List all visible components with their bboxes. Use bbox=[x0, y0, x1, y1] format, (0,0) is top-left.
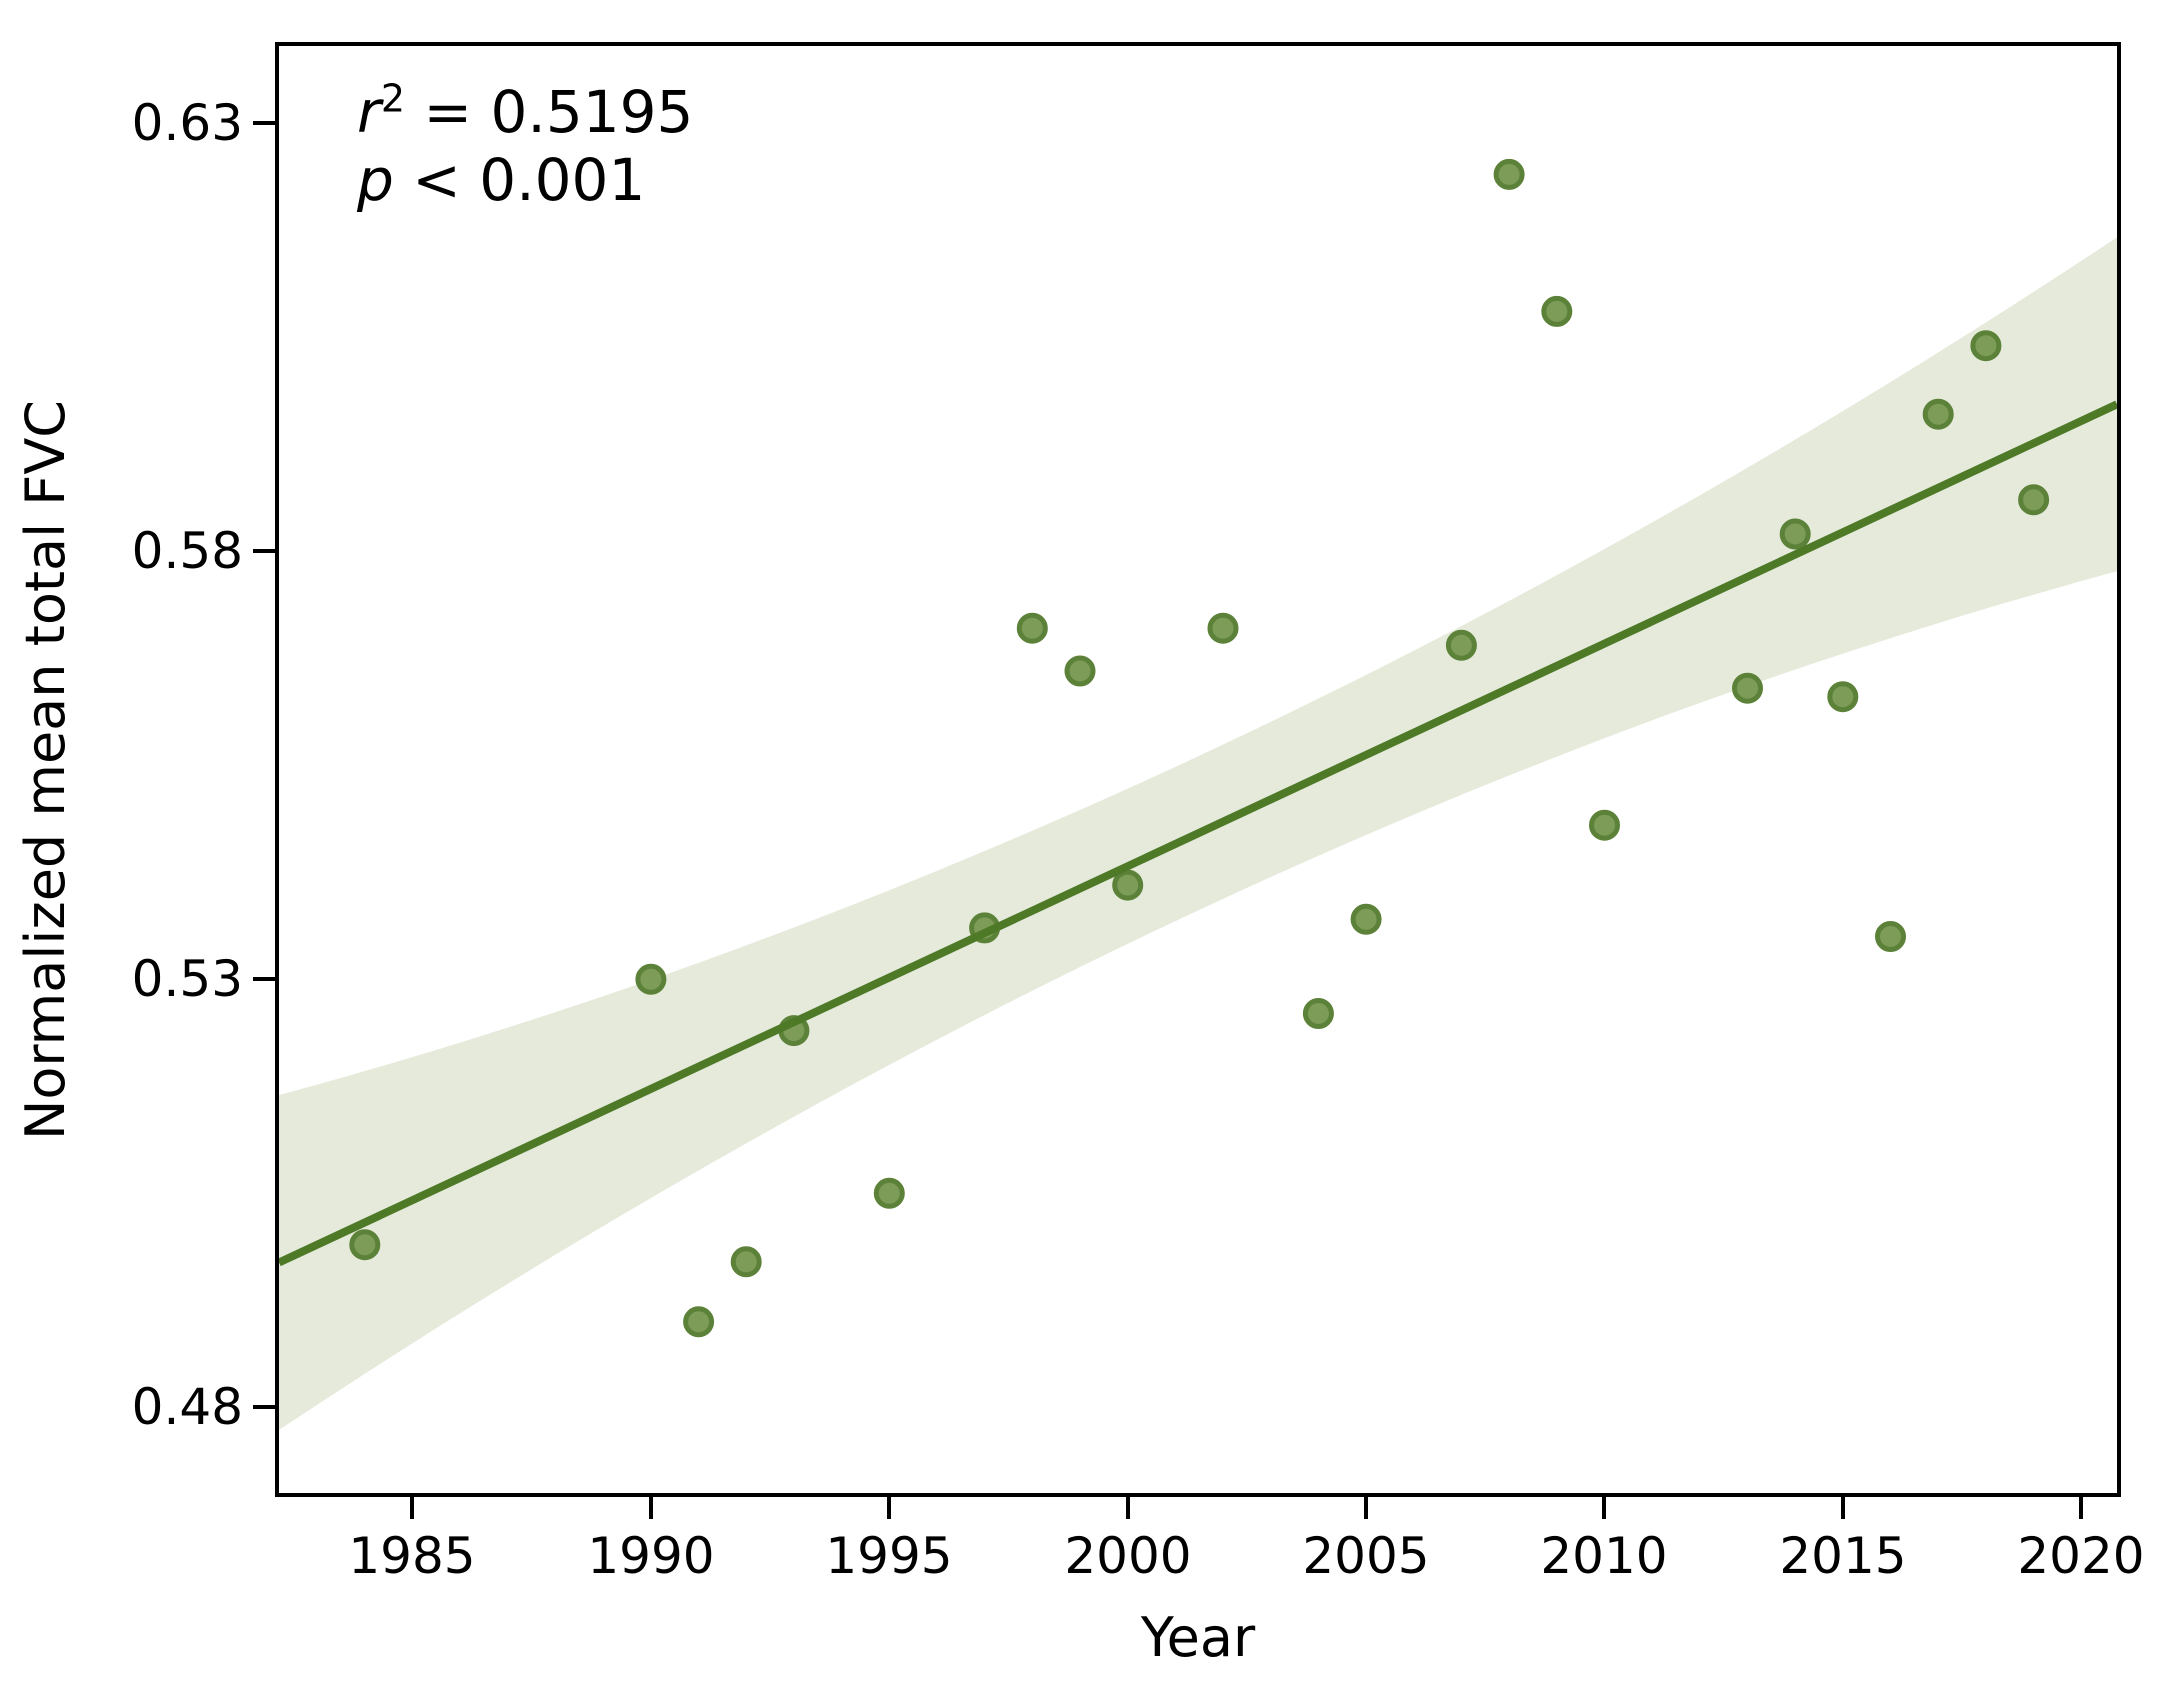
y-tick-mark bbox=[253, 977, 275, 981]
y-tick-mark bbox=[253, 549, 275, 553]
x-tick-label: 1990 bbox=[587, 1527, 715, 1585]
x-tick-label: 1985 bbox=[348, 1527, 476, 1585]
data-point bbox=[1207, 612, 1239, 644]
x-tick-mark bbox=[410, 1497, 414, 1519]
y-tick-mark bbox=[253, 121, 275, 125]
x-tick-mark bbox=[2079, 1497, 2083, 1519]
data-point bbox=[1875, 921, 1906, 952]
data-point bbox=[1541, 295, 1573, 327]
x-tick-label: 2020 bbox=[2017, 1527, 2145, 1585]
regression-line bbox=[279, 400, 2117, 1267]
data-point bbox=[1827, 681, 1859, 713]
p-value-text: p < 0.001 bbox=[357, 146, 646, 214]
data-point bbox=[1302, 998, 1334, 1029]
y-tick-mark bbox=[253, 1405, 275, 1409]
x-tick-mark bbox=[1841, 1497, 1845, 1519]
data-point bbox=[1350, 903, 1382, 935]
data-point bbox=[730, 1246, 762, 1278]
plot-canvas bbox=[279, 158, 2117, 1430]
r-squared-text: r2 = 0.5195 bbox=[357, 76, 694, 146]
data-point bbox=[635, 963, 667, 995]
x-tick-label: 2015 bbox=[1779, 1527, 1907, 1585]
data-point bbox=[1779, 518, 1811, 550]
y-tick-label: 0.58 bbox=[131, 522, 243, 580]
y-axis-label: Normalized mean total FVC bbox=[14, 399, 77, 1141]
data-point bbox=[1922, 398, 1954, 430]
stats-annotation: r2 = 0.5195 p < 0.001 bbox=[357, 78, 693, 214]
y-tick-label: 0.63 bbox=[131, 94, 243, 152]
data-point bbox=[1493, 158, 1525, 190]
data-point bbox=[1732, 672, 1763, 704]
data-point bbox=[873, 1177, 905, 1209]
x-tick-label: 1995 bbox=[825, 1527, 953, 1585]
y-tick-label: 0.48 bbox=[131, 1378, 243, 1436]
data-point bbox=[349, 1229, 381, 1261]
x-tick-mark bbox=[1364, 1497, 1368, 1519]
data-point bbox=[1445, 629, 1477, 661]
x-tick-mark bbox=[649, 1497, 653, 1519]
data-point bbox=[2018, 484, 2050, 516]
x-tick-label: 2010 bbox=[1540, 1527, 1668, 1585]
data-point bbox=[1970, 330, 2002, 362]
x-tick-label: 2005 bbox=[1302, 1527, 1430, 1585]
x-tick-mark bbox=[1126, 1497, 1130, 1519]
data-point bbox=[1112, 869, 1144, 901]
data-point bbox=[683, 1306, 715, 1338]
x-tick-label: 2000 bbox=[1064, 1527, 1192, 1585]
data-point bbox=[1064, 655, 1096, 687]
data-point bbox=[1589, 809, 1620, 841]
x-tick-mark bbox=[887, 1497, 891, 1519]
y-tick-label: 0.53 bbox=[131, 950, 243, 1008]
x-tick-mark bbox=[1602, 1497, 1606, 1519]
x-axis-label: Year bbox=[1140, 1606, 1256, 1669]
data-point bbox=[1016, 612, 1048, 644]
plot-area bbox=[275, 42, 2121, 1497]
